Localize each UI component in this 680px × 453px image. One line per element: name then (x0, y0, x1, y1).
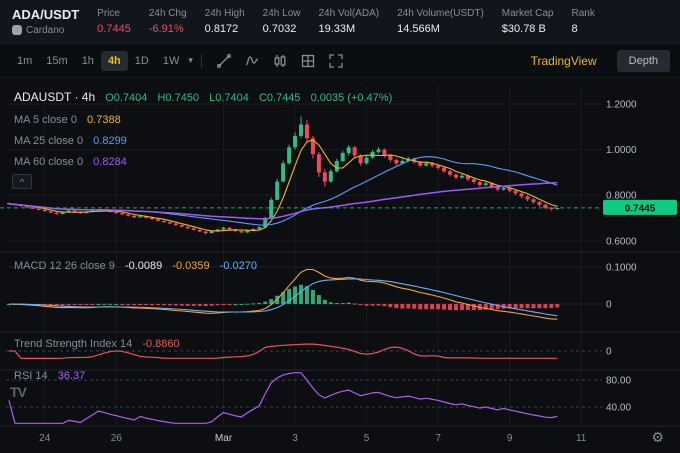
depth-tab[interactable]: Depth (616, 49, 670, 72)
tradingview-tab[interactable]: TradingView (525, 53, 603, 69)
candlestick-icon[interactable] (272, 53, 288, 69)
pair-block[interactable]: ADA/USDT Cardano (12, 8, 79, 36)
interval-1w[interactable]: 1W (156, 51, 187, 71)
svg-text:80.00: 80.00 (606, 376, 631, 387)
svg-text:3: 3 (292, 433, 298, 444)
cardano-coin-icon (12, 25, 22, 35)
interval-1h[interactable]: 1h (75, 51, 101, 71)
svg-text:Mar: Mar (215, 433, 233, 444)
line-chart-icon[interactable] (244, 53, 260, 69)
chart-toolbar: 1m 15m 1h 4h 1D 1W ▾ TradingView Depth (0, 44, 680, 78)
pair-name[interactable]: ADA/USDT (12, 6, 80, 22)
svg-text:26: 26 (111, 433, 123, 444)
svg-text:11: 11 (576, 433, 587, 444)
svg-text:0: 0 (606, 300, 612, 311)
interval-1d[interactable]: 1D (128, 51, 156, 71)
svg-text:0: 0 (606, 347, 612, 358)
stat-24h-vol-ada: 24h Vol(ADA) 19.33M (318, 8, 380, 35)
trading-chart-canvas[interactable]: 1.2000 1.0000 0.8000 0.6000 0.1000 0 0 80.00 40.… (0, 78, 680, 453)
toolbar-divider (200, 53, 202, 68)
svg-text:24: 24 (39, 433, 51, 444)
draw-line-icon[interactable] (216, 53, 232, 69)
stat-24h-low: 24h Low 0.7032 (262, 8, 301, 35)
svg-text:0.8000: 0.8000 (606, 191, 637, 202)
svg-text:0.7445: 0.7445 (625, 203, 656, 214)
stat-24h-vol-usdt: 24h Volume(USDT) 14.566M (397, 8, 484, 35)
chart-area: 1.2000 1.0000 0.8000 0.6000 0.1000 0 0 80.00 40.… (0, 78, 680, 453)
svg-text:1.0000: 1.0000 (606, 145, 637, 156)
svg-text:5: 5 (364, 433, 370, 444)
chevron-down-icon[interactable]: ▾ (188, 55, 193, 65)
stat-rank: Rank 8 (571, 8, 595, 35)
svg-text:0.6000: 0.6000 (606, 236, 637, 247)
stat-24h-chg: 24h Chg -6.91% (148, 8, 187, 35)
svg-text:1.2000: 1.2000 (606, 99, 637, 110)
stat-market-cap: Market Cap $30.78 B (501, 8, 554, 35)
interval-4h[interactable]: 4h (100, 50, 128, 71)
interval-15m[interactable]: 15m (39, 51, 74, 71)
stat-price: Price 0.7445 (97, 8, 131, 35)
gear-icon[interactable]: ⚙ (651, 429, 664, 445)
svg-text:7: 7 (435, 433, 441, 444)
ticker-header: ADA/USDT Cardano Price 0.7445 24h Chg -6… (0, 0, 680, 44)
stat-24h-high: 24h High 0.8172 (204, 8, 245, 35)
fullscreen-icon[interactable] (328, 53, 344, 69)
interval-1m[interactable]: 1m (10, 51, 39, 71)
svg-text:0.1000: 0.1000 (606, 262, 637, 273)
coin-name-link[interactable]: Cardano (26, 24, 65, 36)
svg-text:9: 9 (507, 433, 513, 444)
collapse-legend-button[interactable]: ^ (12, 174, 32, 189)
grid-layout-icon[interactable] (300, 53, 316, 69)
svg-text:40.00: 40.00 (606, 403, 631, 414)
